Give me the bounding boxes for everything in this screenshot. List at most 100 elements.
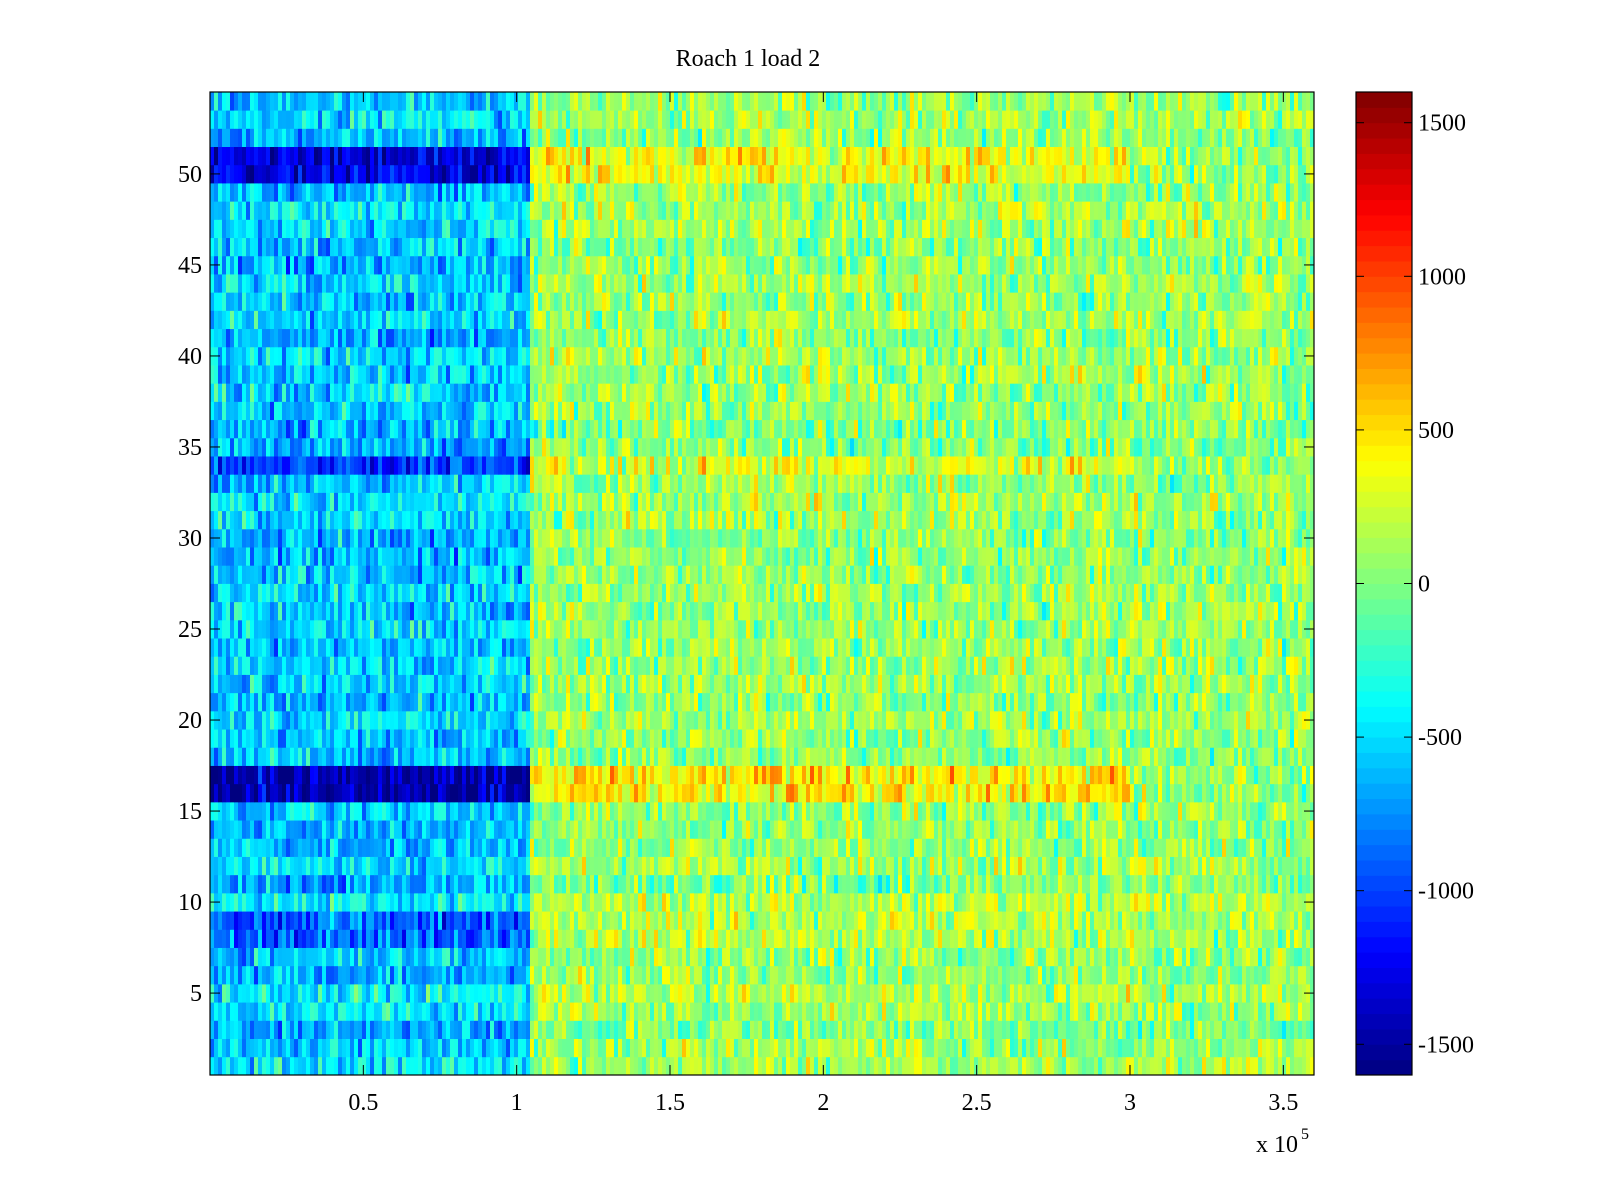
heatmap-cell	[1186, 892, 1191, 912]
heatmap-cell	[538, 820, 543, 839]
heatmap-cell	[1194, 765, 1199, 785]
heatmap-cell	[1138, 765, 1143, 785]
heatmap-cell	[870, 1020, 875, 1039]
heatmap-cell	[1006, 783, 1011, 803]
heatmap-cell	[1298, 947, 1303, 967]
heatmap-cell	[1002, 892, 1007, 912]
heatmap-cell	[622, 911, 627, 930]
heatmap-cell	[942, 929, 947, 948]
heatmap-cell	[418, 765, 423, 785]
heatmap-cell	[558, 783, 563, 803]
heatmap-cell	[970, 874, 975, 894]
heatmap-cell	[502, 1056, 507, 1076]
heatmap-cell	[1210, 983, 1215, 1003]
heatmap-cell	[1122, 965, 1127, 985]
heatmap-cell	[1046, 1056, 1051, 1076]
heatmap-cell	[530, 783, 535, 803]
heatmap-cell	[346, 801, 351, 821]
heatmap-cell	[342, 911, 347, 930]
heatmap-cell	[538, 947, 543, 967]
heatmap-cell	[210, 874, 215, 894]
heatmap-cell	[1310, 911, 1315, 930]
heatmap-cell	[430, 911, 435, 930]
heatmap-cell	[790, 874, 795, 894]
heatmap-cell	[490, 929, 495, 948]
heatmap-cell	[782, 965, 787, 985]
heatmap-cell	[1306, 874, 1311, 894]
heatmap-cell	[814, 892, 819, 912]
heatmap-cell	[686, 1038, 691, 1058]
heatmap-cell	[278, 1020, 283, 1039]
heatmap-cell	[370, 983, 375, 1003]
heatmap-cell	[258, 1020, 263, 1039]
heatmap-cell	[670, 874, 675, 894]
heatmap-cell	[894, 874, 899, 894]
heatmap-cell	[1018, 783, 1023, 803]
heatmap-cell	[870, 965, 875, 985]
heatmap-cell	[402, 911, 407, 930]
heatmap-cell	[1130, 1038, 1135, 1058]
heatmap-cell	[402, 838, 407, 857]
heatmap-cell	[570, 1056, 575, 1076]
heatmap-cell	[1026, 856, 1031, 876]
heatmap-cell	[654, 929, 659, 948]
heatmap-cell	[1066, 1038, 1071, 1058]
heatmap-cell	[218, 965, 223, 985]
heatmap-cell	[1306, 1002, 1311, 1021]
heatmap-cell	[818, 856, 823, 876]
heatmap-cell	[682, 1020, 687, 1039]
heatmap-cell	[1014, 983, 1019, 1003]
heatmap-cell	[774, 1038, 779, 1058]
heatmap-cell	[758, 929, 763, 948]
heatmap-cell	[782, 983, 787, 1003]
heatmap-cell	[382, 947, 387, 967]
heatmap-cell	[926, 765, 931, 785]
heatmap-cell	[1126, 892, 1131, 912]
heatmap-cell	[1018, 856, 1023, 876]
heatmap-cell	[1026, 783, 1031, 803]
heatmap-cell	[1062, 1002, 1067, 1021]
heatmap-cell	[418, 783, 423, 803]
heatmap-cell	[498, 1002, 503, 1021]
heatmap-cell	[690, 856, 695, 876]
heatmap-cell	[1146, 856, 1151, 876]
heatmap-cell	[606, 820, 611, 839]
heatmap-cell	[1182, 947, 1187, 967]
heatmap-cell	[1274, 947, 1279, 967]
heatmap-cell	[678, 929, 683, 948]
heatmap-cell	[690, 1020, 695, 1039]
heatmap-cell	[1242, 801, 1247, 821]
heatmap-cell	[770, 983, 775, 1003]
heatmap-cell	[1042, 820, 1047, 839]
heatmap-cell	[570, 820, 575, 839]
heatmap-cell	[1054, 801, 1059, 821]
heatmap-cell	[354, 856, 359, 876]
heatmap-cell	[494, 947, 499, 967]
heatmap-cell	[1006, 838, 1011, 857]
heatmap-cell	[798, 965, 803, 985]
heatmap-cell	[466, 820, 471, 839]
heatmap-cell	[1198, 892, 1203, 912]
heatmap-cell	[426, 911, 431, 930]
heatmap-cell	[1054, 1002, 1059, 1021]
heatmap-cell	[374, 892, 379, 912]
heatmap-cell	[798, 838, 803, 857]
heatmap-cell	[1042, 983, 1047, 1003]
heatmap-cell	[866, 856, 871, 876]
heatmap-cell	[366, 1038, 371, 1058]
heatmap-cell	[554, 856, 559, 876]
heatmap-cell	[946, 820, 951, 839]
heatmap-cell	[858, 929, 863, 948]
heatmap-cell	[250, 838, 255, 857]
heatmap-cell	[210, 1038, 215, 1058]
heatmap-cell	[934, 820, 939, 839]
heatmap-cell	[298, 947, 303, 967]
heatmap-cell	[1174, 911, 1179, 930]
heatmap-cell	[466, 965, 471, 985]
heatmap-cell	[214, 729, 219, 748]
heatmap-cell	[918, 1002, 923, 1021]
heatmap-cell	[1218, 747, 1223, 766]
heatmap-cell	[1210, 856, 1215, 876]
heatmap-cell	[1142, 1038, 1147, 1058]
heatmap-cell	[1174, 1056, 1179, 1076]
